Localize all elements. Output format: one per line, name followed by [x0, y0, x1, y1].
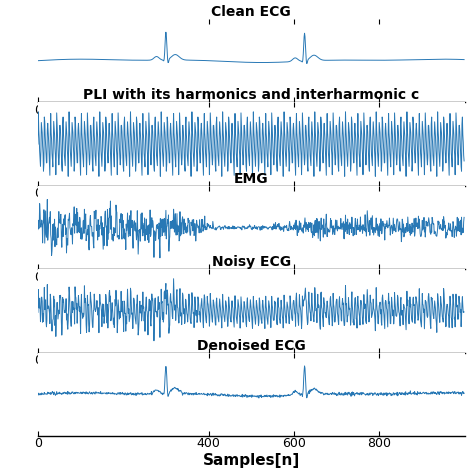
- Title: Noisy ECG: Noisy ECG: [212, 255, 291, 269]
- Title: PLI with its harmonics and interharmonic c: PLI with its harmonics and interharmonic…: [83, 88, 419, 102]
- Title: EMG: EMG: [234, 172, 269, 186]
- Title: Clean ECG: Clean ECG: [211, 5, 291, 19]
- Title: Denoised ECG: Denoised ECG: [197, 338, 306, 353]
- X-axis label: Samples[n]: Samples[n]: [202, 453, 300, 468]
